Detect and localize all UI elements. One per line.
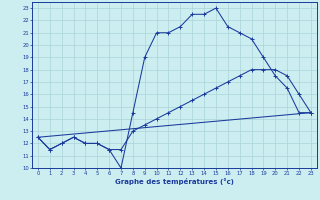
X-axis label: Graphe des températures (°c): Graphe des températures (°c) (115, 178, 234, 185)
